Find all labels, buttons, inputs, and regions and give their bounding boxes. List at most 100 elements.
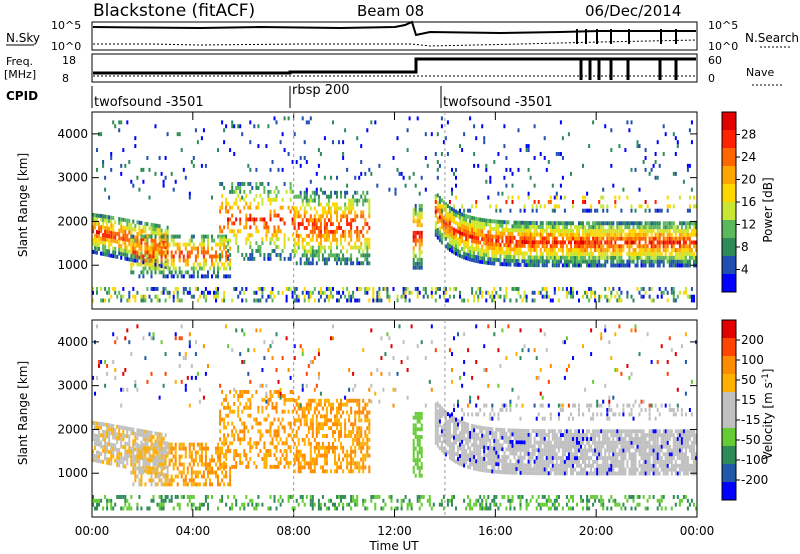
echo-cell <box>170 171 173 176</box>
echo-cell <box>247 163 250 168</box>
echo-cell <box>102 221 105 226</box>
echo-cell <box>140 254 143 259</box>
echo-cell <box>247 397 250 402</box>
echo-cell <box>606 221 609 226</box>
echo-cell <box>124 464 127 469</box>
echo-cell <box>291 429 294 434</box>
echo-cell <box>297 298 300 303</box>
echo-cell <box>330 175 333 180</box>
echo-cell <box>94 221 97 226</box>
echo-cell <box>332 287 335 291</box>
echo-cell <box>646 225 649 230</box>
echo-cell <box>664 244 667 249</box>
echo-cell <box>465 233 468 238</box>
echo-cell <box>281 356 284 361</box>
echo-cell <box>668 232 671 237</box>
echo-cell <box>317 298 320 303</box>
echo-cell <box>674 236 677 241</box>
echo-cell <box>325 457 328 462</box>
echo-cell <box>188 274 191 279</box>
echo-cell <box>565 236 568 241</box>
echo-cell <box>325 214 328 219</box>
echo-cell <box>656 232 659 237</box>
echo-cell <box>561 221 564 226</box>
echo-cell <box>267 397 270 402</box>
echo-cell <box>330 445 333 450</box>
echo-cell <box>440 232 443 237</box>
echo-cell <box>356 226 359 230</box>
echo-cell <box>352 294 355 299</box>
echo-cell <box>168 266 171 271</box>
echo-cell <box>475 259 478 263</box>
echo-cell <box>338 226 341 230</box>
echo-cell <box>662 229 665 233</box>
echo-cell <box>622 248 625 253</box>
echo-cell <box>148 478 151 483</box>
echo-cell <box>211 470 214 475</box>
echo-cell <box>503 250 506 255</box>
echo-cell <box>622 244 625 249</box>
echo-cell <box>604 221 607 226</box>
echo-cell <box>190 246 193 251</box>
echo-cell <box>642 294 645 299</box>
echo-cell <box>614 248 617 253</box>
echo-cell <box>539 255 542 260</box>
echo-cell <box>190 506 193 511</box>
echo-cell <box>444 229 447 234</box>
echo-cell <box>610 236 613 241</box>
echo-cell <box>122 371 125 376</box>
echo-cell <box>497 242 500 247</box>
y-tick-label: 3000 <box>57 171 88 185</box>
echo-cell <box>338 298 341 303</box>
echo-cell <box>640 259 643 264</box>
echo-cell <box>344 294 347 299</box>
echo-cell <box>497 152 500 156</box>
echo-cell <box>551 228 554 233</box>
echo-cell <box>182 290 185 295</box>
echo-cell <box>194 352 197 357</box>
echo-cell <box>190 160 193 164</box>
echo-cell <box>190 375 193 380</box>
echo-cell <box>630 229 633 233</box>
echo-cell <box>269 433 272 438</box>
echo-cell <box>586 259 589 264</box>
echo-cell <box>106 445 109 450</box>
echo-cell <box>336 237 339 242</box>
echo-cell <box>662 124 665 129</box>
echo-cell <box>430 132 433 137</box>
echo-cell <box>307 441 310 446</box>
echo-cell <box>130 262 133 267</box>
echo-cell <box>664 240 667 245</box>
echo-cell <box>166 250 169 255</box>
echo-cell <box>313 502 316 507</box>
echo-cell <box>126 249 129 254</box>
echo-cell <box>211 466 214 471</box>
echo-cell <box>319 214 322 219</box>
echo-cell <box>134 454 137 459</box>
echo-cell <box>678 221 681 226</box>
echo-cell <box>162 274 165 279</box>
echo-cell <box>487 249 490 254</box>
echo-cell <box>231 182 234 186</box>
echo-cell <box>200 446 203 451</box>
echo-cell <box>156 446 159 451</box>
echo-cell <box>644 156 647 160</box>
echo-cell <box>342 287 345 291</box>
echo-cell <box>164 454 167 459</box>
echo-cell <box>523 236 526 241</box>
echo-cell <box>412 254 415 259</box>
echo-cell <box>674 152 677 156</box>
echo-cell <box>130 257 133 262</box>
echo-cell <box>620 248 623 253</box>
echo-cell <box>551 183 554 188</box>
echo-cell <box>204 478 207 483</box>
echo-cell <box>628 225 631 230</box>
nsky-tick-bottom: 10^0 <box>51 40 81 53</box>
echo-cell <box>547 221 550 226</box>
echo-cell <box>670 236 673 241</box>
echo-cell <box>330 210 333 215</box>
echo-cell <box>614 255 617 260</box>
echo-cell <box>618 294 621 299</box>
echo-cell <box>118 290 121 295</box>
echo-cell <box>448 287 451 291</box>
